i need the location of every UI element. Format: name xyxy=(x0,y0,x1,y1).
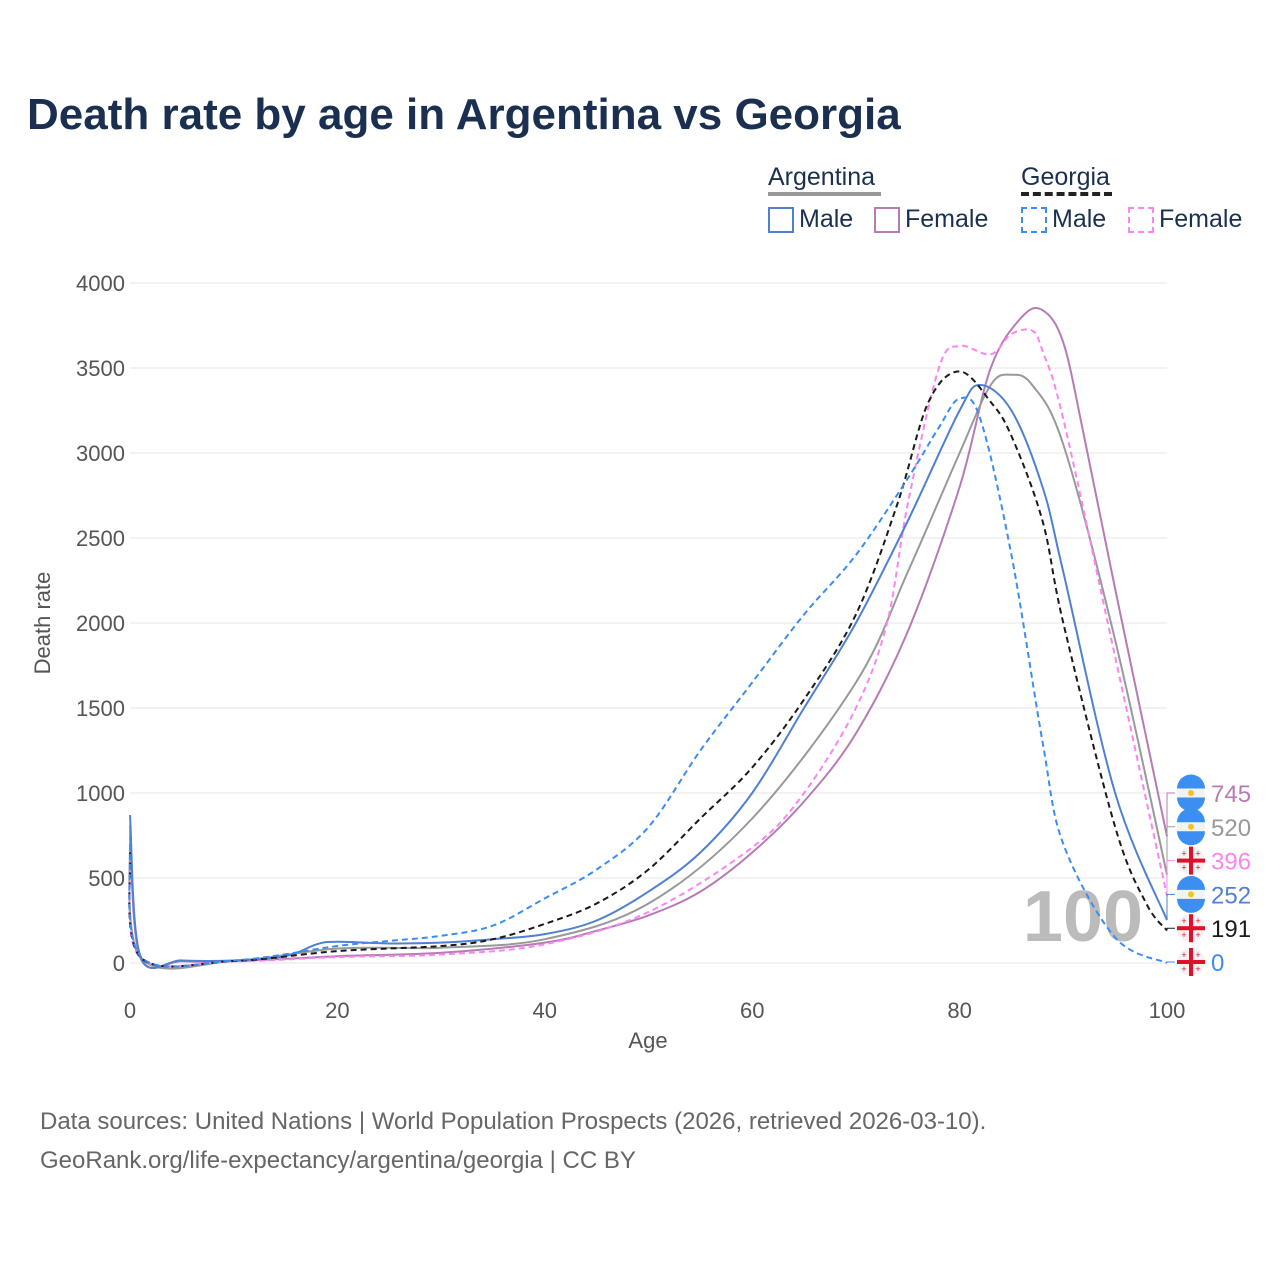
legend-swatch-argentina-male[interactable] xyxy=(768,207,794,233)
y-tick-label: 1500 xyxy=(76,696,125,721)
flag-small-cross: + xyxy=(1181,930,1186,940)
end-value-label: 396 xyxy=(1211,849,1251,876)
y-tick-label: 4000 xyxy=(76,271,125,296)
y-tick-label: 2500 xyxy=(76,526,125,551)
x-tick-label: 0 xyxy=(124,998,136,1023)
legend-label-georgia-male[interactable]: Male xyxy=(1052,205,1107,233)
x-tick-label: 100 xyxy=(1149,998,1186,1023)
flag-small-cross: + xyxy=(1181,916,1186,926)
x-tick-label: 20 xyxy=(325,998,349,1023)
source-link[interactable]: GeoRank.org/life-expectancy/argentina/ge… xyxy=(40,1147,636,1174)
legend-georgia-line xyxy=(1021,192,1112,196)
legend-swatch-georgia-male[interactable] xyxy=(1021,207,1047,233)
x-tick-label: 40 xyxy=(533,998,557,1023)
y-tick-label: 0 xyxy=(113,951,125,976)
argentina-flag-icon xyxy=(1177,875,1205,913)
end-value-label: 520 xyxy=(1211,815,1251,842)
flag-small-cross: + xyxy=(1195,849,1200,859)
y-tick-label: 500 xyxy=(88,866,125,891)
flag-sun xyxy=(1188,790,1194,796)
flag-stripe xyxy=(1177,831,1205,846)
series-line-georgia xyxy=(128,370,1168,968)
flag-sun xyxy=(1188,891,1194,898)
end-label-connector xyxy=(1166,860,1175,896)
chart-title: Death rate by age in Argentina vs Georgi… xyxy=(27,90,901,139)
legend-label-argentina-male[interactable]: Male xyxy=(799,205,854,233)
legend-group-georgia: Georgia xyxy=(1021,163,1110,191)
y-tick-label: 2000 xyxy=(76,611,125,636)
flag-cross xyxy=(1189,948,1193,976)
source-text: Data sources: United Nations | World Pop… xyxy=(40,1108,987,1135)
series-line-argentina-male xyxy=(129,383,1168,969)
y-tick-label: 3000 xyxy=(76,441,125,466)
legend-group-argentina: Argentina xyxy=(768,163,876,191)
legend-argentina-line xyxy=(768,192,881,196)
series-line-argentina xyxy=(128,373,1168,970)
flag-stripe xyxy=(1177,808,1205,823)
flag-small-cross: + xyxy=(1181,950,1186,960)
flag-stripe xyxy=(1177,774,1205,789)
x-tick-label: 60 xyxy=(740,998,764,1023)
end-value-label: 0 xyxy=(1211,950,1224,977)
flag-small-cross: + xyxy=(1181,849,1186,859)
end-label-connector xyxy=(1166,893,1175,921)
flag-cross xyxy=(1189,914,1193,943)
legend-label-georgia-female[interactable]: Female xyxy=(1159,205,1243,233)
legend-swatch-georgia-female[interactable] xyxy=(1128,207,1154,233)
flag-small-cross: + xyxy=(1181,863,1186,873)
flag-small-cross: + xyxy=(1195,964,1200,974)
y-axis-label: Death rate xyxy=(30,572,55,675)
georgia-flag-icon: + + + + xyxy=(1177,846,1205,875)
argentina-flag-icon xyxy=(1177,774,1205,812)
flag-small-cross: + xyxy=(1195,930,1200,940)
flag-small-cross: + xyxy=(1195,950,1200,960)
series-line-georgia-female xyxy=(128,328,1168,968)
flag-stripe xyxy=(1177,875,1205,890)
flag-cross xyxy=(1189,846,1193,875)
end-value-label: 191 xyxy=(1211,916,1251,943)
flag-small-cross: + xyxy=(1195,863,1200,873)
x-tick-label: 80 xyxy=(947,998,971,1023)
legend-label-argentina-female[interactable]: Female xyxy=(905,205,989,233)
georgia-flag-icon: + + + + xyxy=(1177,914,1205,943)
y-tick-label: 3500 xyxy=(76,356,125,381)
year-watermark: 100 xyxy=(1023,877,1143,957)
end-label-connector xyxy=(1166,961,1175,963)
flag-small-cross: + xyxy=(1195,916,1200,926)
y-tick-label: 1000 xyxy=(76,781,125,806)
argentina-flag-icon xyxy=(1177,808,1205,846)
georgia-flag-icon: + + + + xyxy=(1177,948,1205,976)
series-line-georgia-male xyxy=(128,396,1168,968)
end-label-connector xyxy=(1166,927,1175,931)
flag-stripe xyxy=(1177,797,1205,812)
end-label-connector xyxy=(1166,826,1175,875)
end-value-label: 252 xyxy=(1211,882,1251,909)
flag-sun xyxy=(1188,823,1194,830)
flag-stripe xyxy=(1177,898,1205,913)
end-value-label: 745 xyxy=(1211,781,1251,808)
end-label-connector xyxy=(1166,792,1175,837)
x-axis-label: Age xyxy=(628,1028,667,1053)
flag-small-cross: + xyxy=(1181,964,1186,974)
legend-swatch-argentina-female[interactable] xyxy=(874,207,900,233)
